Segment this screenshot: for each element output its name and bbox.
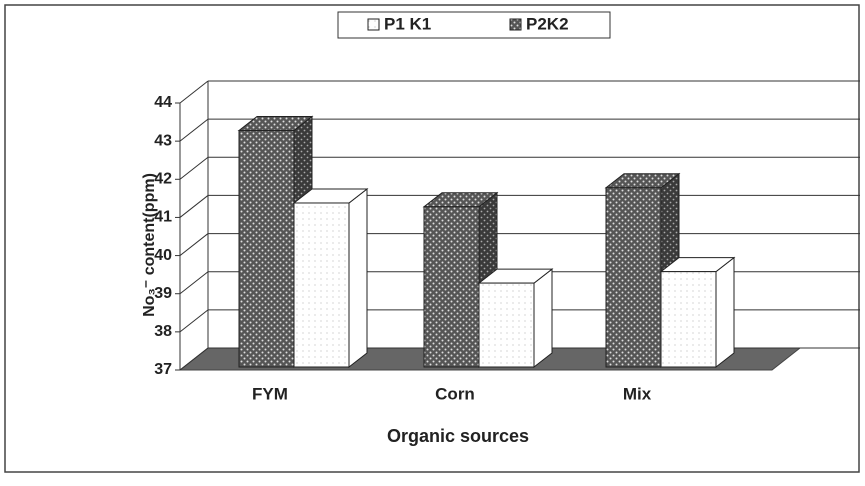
y-tick-label: 44 bbox=[154, 94, 172, 111]
bar-front bbox=[423, 206, 480, 368]
legend-swatch bbox=[509, 18, 522, 31]
bar-side bbox=[348, 187, 368, 369]
x-tick-label: FYM bbox=[252, 384, 288, 403]
grid-line bbox=[179, 233, 209, 256]
y-tick-label: 40 bbox=[154, 247, 172, 264]
bar-side bbox=[533, 268, 553, 369]
bar bbox=[477, 268, 554, 369]
legend-label: P2K2 bbox=[526, 14, 569, 33]
grid-line bbox=[179, 347, 209, 371]
x-tick-label: Mix bbox=[623, 384, 652, 403]
bar bbox=[422, 191, 499, 369]
legend-swatch bbox=[367, 18, 380, 31]
y-tick-label: 41 bbox=[154, 209, 172, 226]
bar-front bbox=[238, 130, 295, 368]
legend-box bbox=[337, 11, 611, 39]
bar-front bbox=[660, 271, 717, 368]
bar-front bbox=[478, 282, 535, 368]
y-axis-title: No₃⁻ content(ppm) bbox=[141, 173, 158, 317]
bar bbox=[292, 187, 369, 369]
legend-label: P1 K1 bbox=[384, 14, 431, 33]
chart-frame bbox=[4, 4, 860, 473]
grid-line bbox=[179, 309, 209, 333]
grid-line bbox=[179, 118, 209, 142]
bar-front bbox=[605, 187, 662, 368]
bar-front bbox=[293, 202, 350, 368]
bar-side bbox=[715, 256, 735, 369]
y-tick-label: 43 bbox=[154, 132, 172, 149]
grid-line bbox=[179, 80, 209, 104]
grid-line bbox=[179, 156, 209, 180]
grid-line bbox=[179, 195, 209, 218]
bar bbox=[659, 256, 736, 369]
x-tick-label: Corn bbox=[435, 384, 475, 403]
y-tick-label: 42 bbox=[154, 171, 172, 188]
x-axis-title: Organic sources bbox=[387, 426, 529, 446]
y-tick-label: 38 bbox=[154, 323, 172, 340]
grid-line bbox=[179, 271, 209, 295]
y-tick-label: 37 bbox=[154, 361, 172, 378]
y-tick-label: 39 bbox=[154, 285, 172, 302]
